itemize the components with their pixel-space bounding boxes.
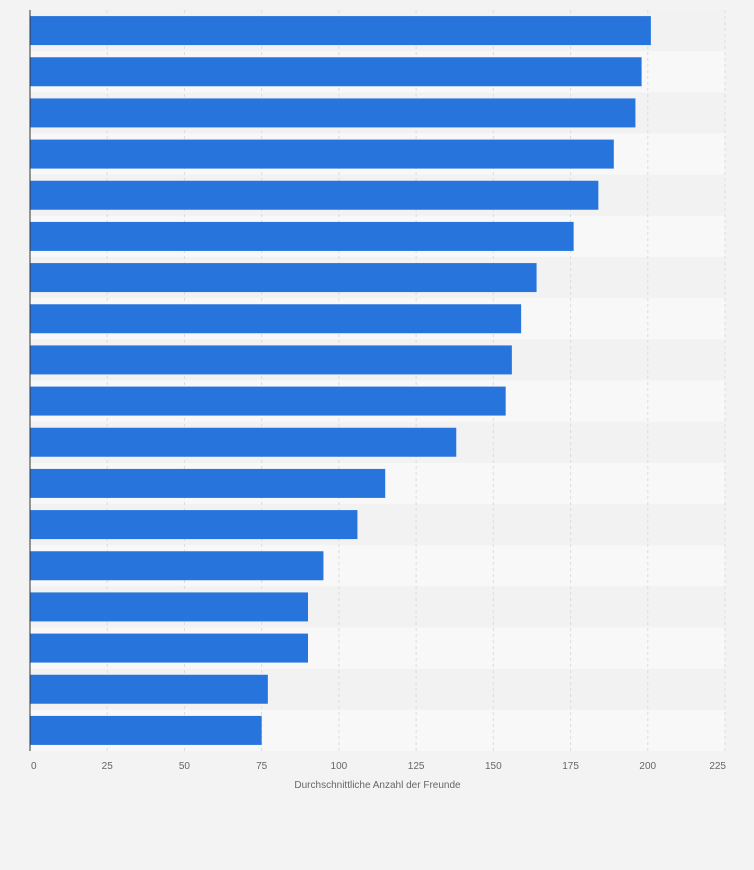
x-tick-label: 125 <box>408 761 425 772</box>
x-tick-labels: 0 25 50 75 100 125 150 175 200 225 <box>31 761 726 772</box>
x-tick-label: 175 <box>562 761 579 772</box>
x-tick-label: 25 <box>102 761 114 772</box>
bar[interactable] <box>30 592 308 622</box>
bar[interactable] <box>30 468 386 498</box>
bar[interactable] <box>30 304 522 334</box>
x-tick-label: 200 <box>639 761 656 772</box>
bar[interactable] <box>30 263 537 293</box>
bar[interactable] <box>30 139 614 169</box>
x-axis-title: Durchschnittliche Anzahl der Freunde <box>294 780 461 791</box>
bars <box>30 16 651 745</box>
bar[interactable] <box>30 633 308 663</box>
x-tick-label: 50 <box>179 761 191 772</box>
bar[interactable] <box>30 386 506 416</box>
bar[interactable] <box>30 180 599 210</box>
bar[interactable] <box>30 345 512 375</box>
x-tick-label: 100 <box>331 761 348 772</box>
x-tick-label: 0 <box>31 761 37 772</box>
bar[interactable] <box>30 427 457 457</box>
bar[interactable] <box>30 510 358 540</box>
x-tick-label: 225 <box>709 761 726 772</box>
bar[interactable] <box>30 98 636 128</box>
bar[interactable] <box>30 57 642 87</box>
x-tick-label: 150 <box>485 761 502 772</box>
bar[interactable] <box>30 221 574 251</box>
bar[interactable] <box>30 674 268 704</box>
bar[interactable] <box>30 715 262 745</box>
bar[interactable] <box>30 551 324 581</box>
bar[interactable] <box>30 16 651 46</box>
x-tick-label: 75 <box>256 761 268 772</box>
